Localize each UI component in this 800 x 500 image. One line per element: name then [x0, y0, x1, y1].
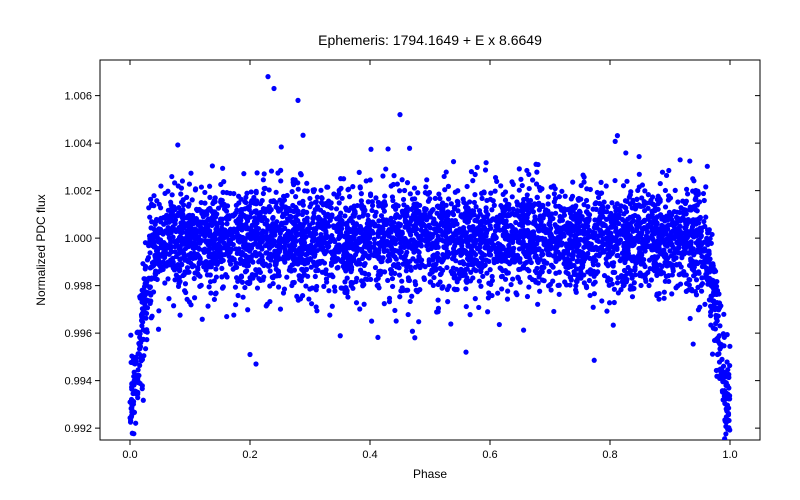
x-axis-label: Phase	[413, 467, 447, 481]
y-axis-label: Normalized PDC flux	[34, 194, 48, 305]
x-tick-label: 0.8	[602, 449, 617, 461]
y-tick-label: 1.002	[64, 186, 92, 198]
y-tick-label: 1.004	[64, 138, 92, 150]
y-tick-label: 0.996	[64, 328, 92, 340]
scatter-points	[127, 74, 732, 441]
y-tick-label: 1.006	[64, 91, 92, 103]
y-tick-label: 1.000	[64, 233, 92, 245]
y-tick-label: 0.998	[64, 281, 92, 293]
x-tick-label: 0.4	[362, 449, 377, 461]
x-tick-label: 0.2	[242, 449, 257, 461]
x-tick-label: 0.6	[482, 449, 497, 461]
y-tick-label: 0.992	[64, 423, 92, 435]
phase-folded-scatter-chart: 0.0 0.2 0.4 0.6 0.8 1.0 0.992 0.994 0.996 0.998 1.…	[0, 0, 800, 500]
chart-svg: 0.0 0.2 0.4 0.6 0.8 1.0 0.992 0.994 0.996 0.998 1.…	[0, 0, 800, 500]
y-tick-label: 0.994	[64, 376, 92, 388]
x-tick-label: 1.0	[722, 449, 737, 461]
x-tick-label: 0.0	[122, 449, 137, 461]
chart-title: Ephemeris: 1794.1649 + E x 8.6649	[318, 32, 542, 48]
